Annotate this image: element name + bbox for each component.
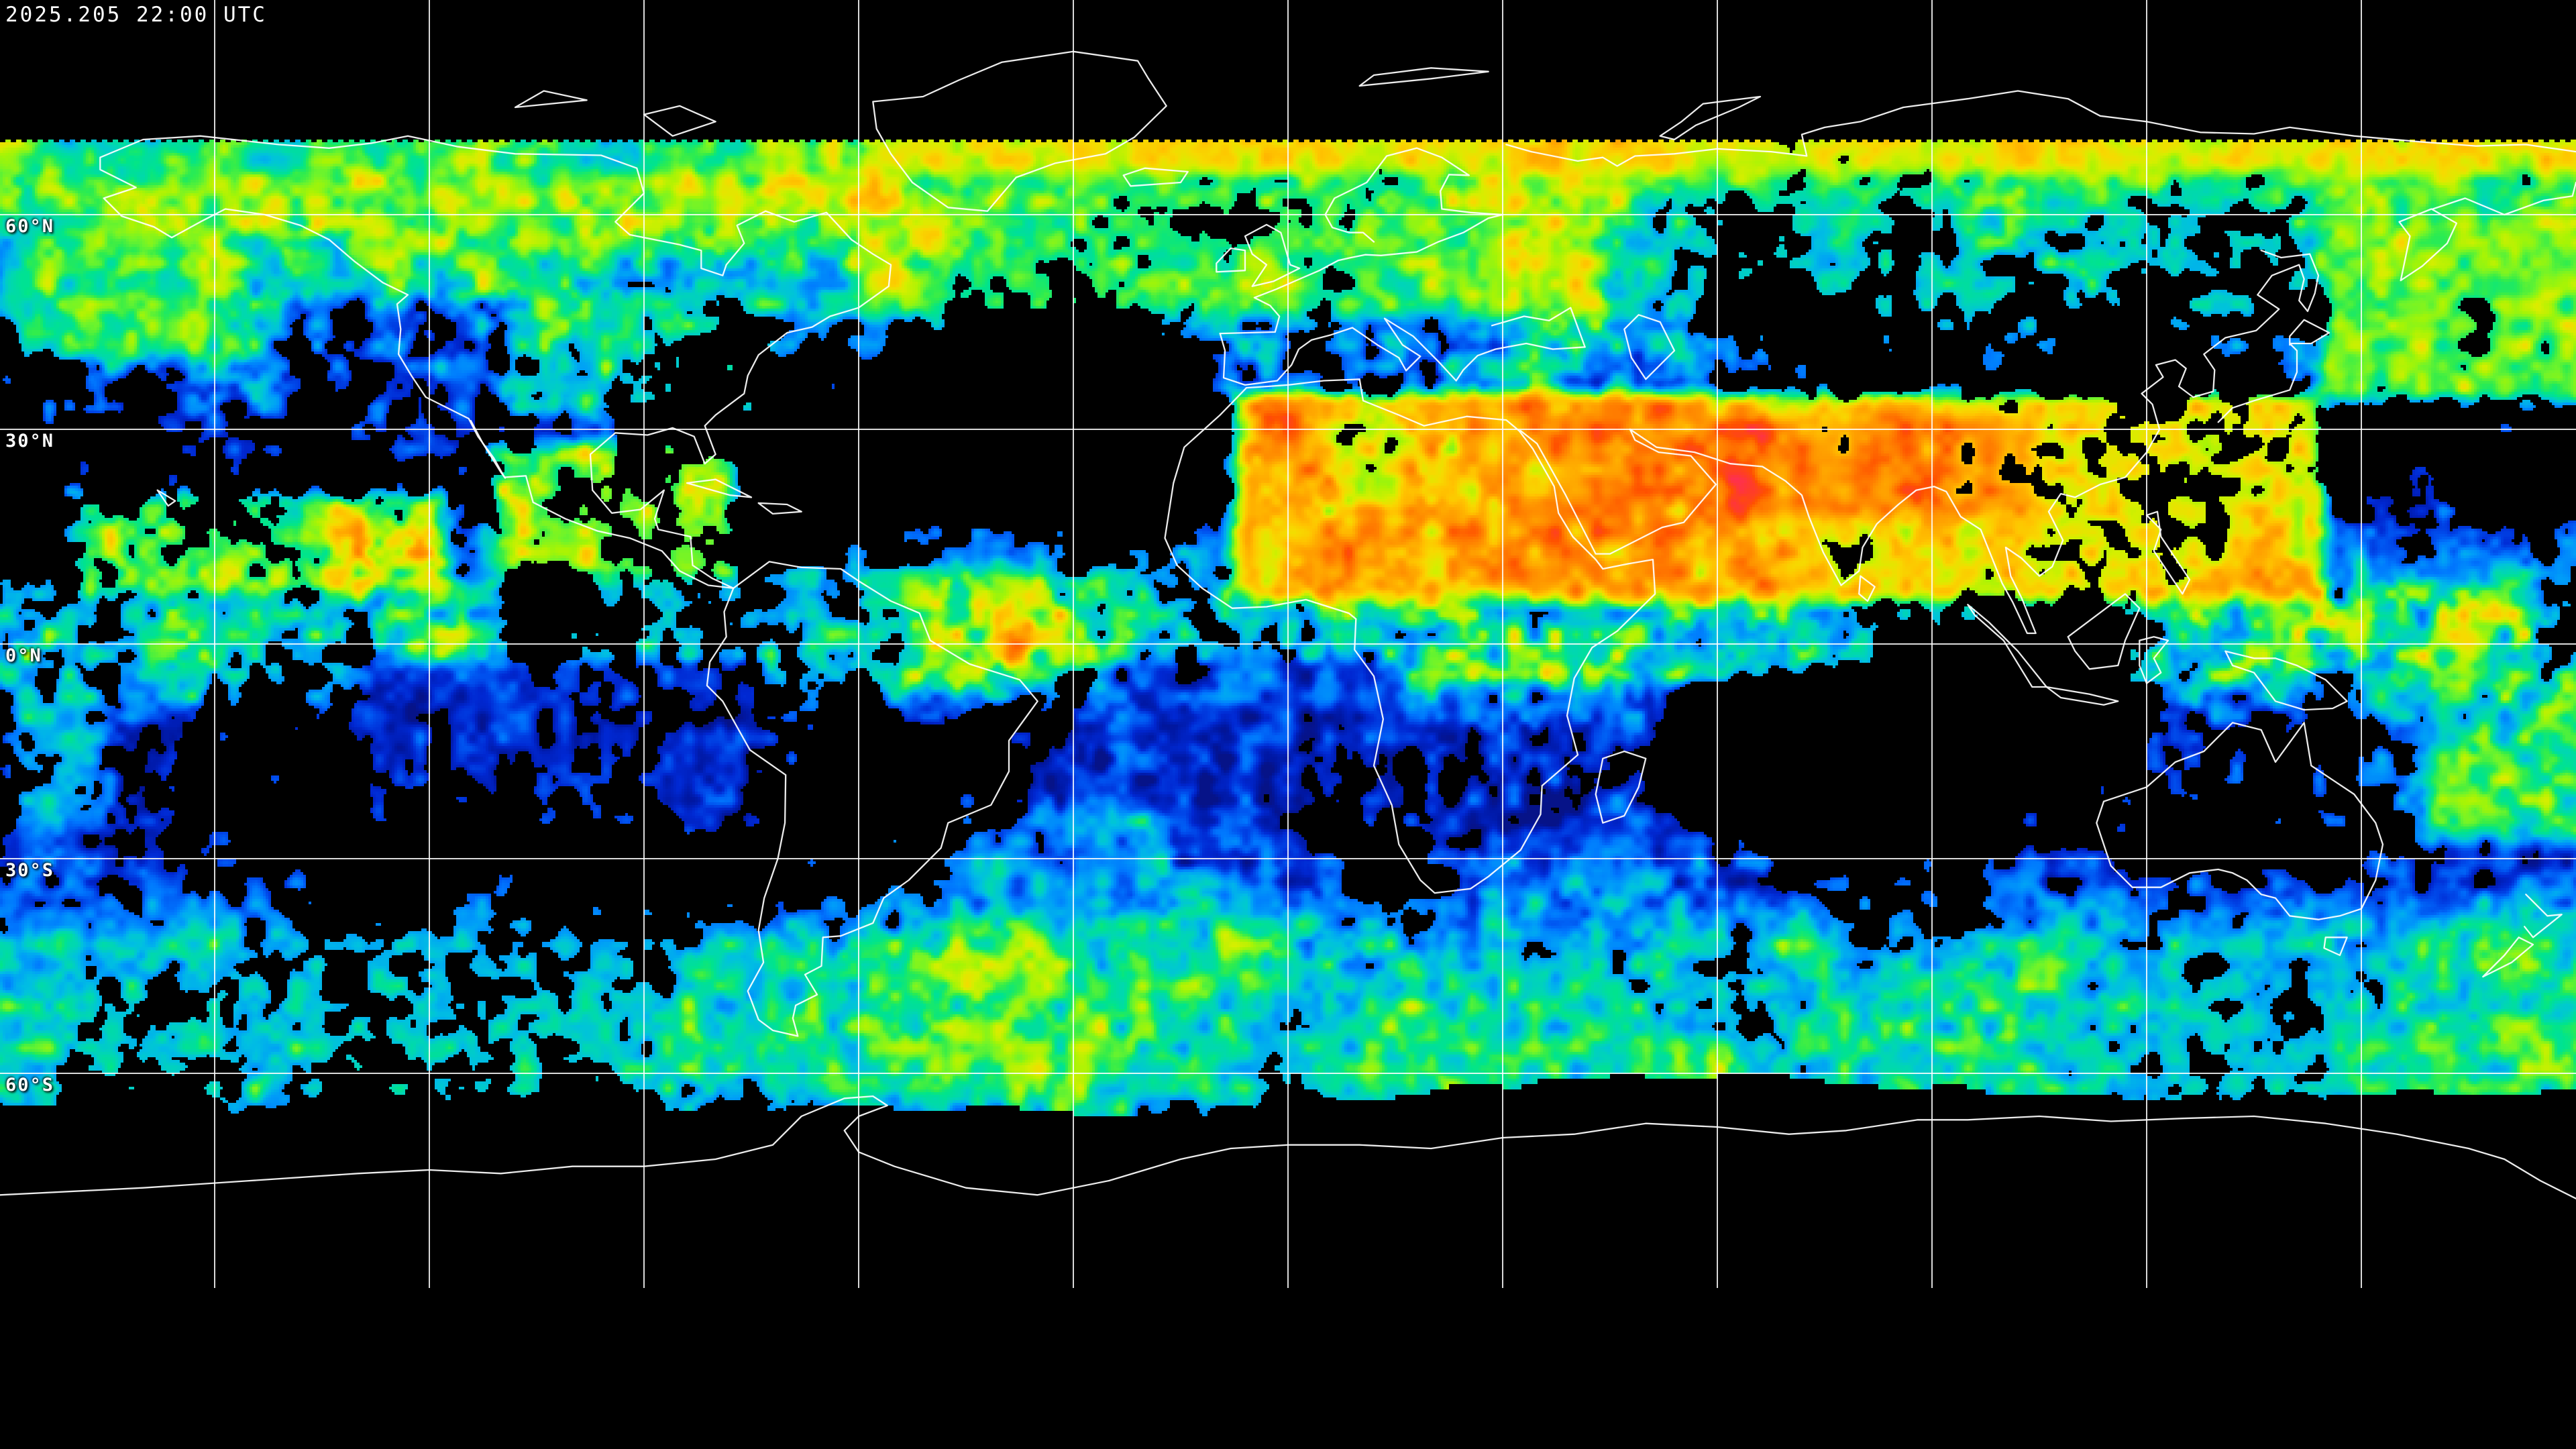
lat-label-30n: 30°N [5,431,55,451]
coastlines [0,50,2576,1199]
coastline-path [1122,167,1189,187]
coastline-path [2096,722,2384,920]
coastline-path [2323,936,2348,957]
lat-label-60n: 60°N [5,216,55,237]
coastline-path [514,90,588,109]
coastline-path [2045,686,2119,706]
coastline-path [1491,307,1586,348]
coastline-path [156,489,176,507]
coastline-path [1219,317,1586,386]
coastline-path [2398,208,2458,282]
coastline-path [643,105,716,137]
coastline-path [99,135,892,589]
coastline-path [1519,428,1717,555]
coastline-path [1216,247,1246,273]
cloud-top-height-map: 60°N 30°N 0°N 30°S 60°S 2025.205 22:00 U… [0,0,2576,1288]
timestamp-label: 2025.205 22:00 UTC [5,3,267,27]
coastline-path [2482,936,2534,978]
coastline-path [1244,223,1301,287]
coastline-path [470,420,506,479]
coastline-path [2217,319,2330,423]
coastline-path [2145,511,2191,595]
coastline-path [1858,575,1876,602]
graticule-grid [0,0,2576,1288]
lat-label-30s: 30°S [5,860,55,881]
coastline-path [0,1095,2576,1199]
lat-label-0n: 0°N [5,645,42,666]
coastline-path [1623,314,1676,380]
lat-label-60s: 60°S [5,1075,55,1095]
coastline-path [686,478,753,498]
coastline-path [1967,604,2047,688]
coastline-path [757,502,802,515]
coastline-path [1505,90,2576,167]
coastline-path [1595,750,1647,824]
coastline-path [1629,250,2320,635]
coastline-path [706,561,1038,1037]
coastline-path [2067,593,2141,670]
coastline-path [2432,181,2576,216]
coastline-path [872,50,1167,212]
coastline-path [1219,147,1504,335]
coastline-path [2524,894,2563,938]
coastline-path [1358,67,1489,87]
map-overlay [0,0,2576,1288]
coastline-path [2139,636,2169,684]
coastline-path [1659,95,1762,141]
colorbar-legend: 024681012141620 Cloud Top Height, kilome… [0,1288,2576,1449]
coastline-path [2224,650,2348,711]
coastline-path [1164,378,1656,894]
